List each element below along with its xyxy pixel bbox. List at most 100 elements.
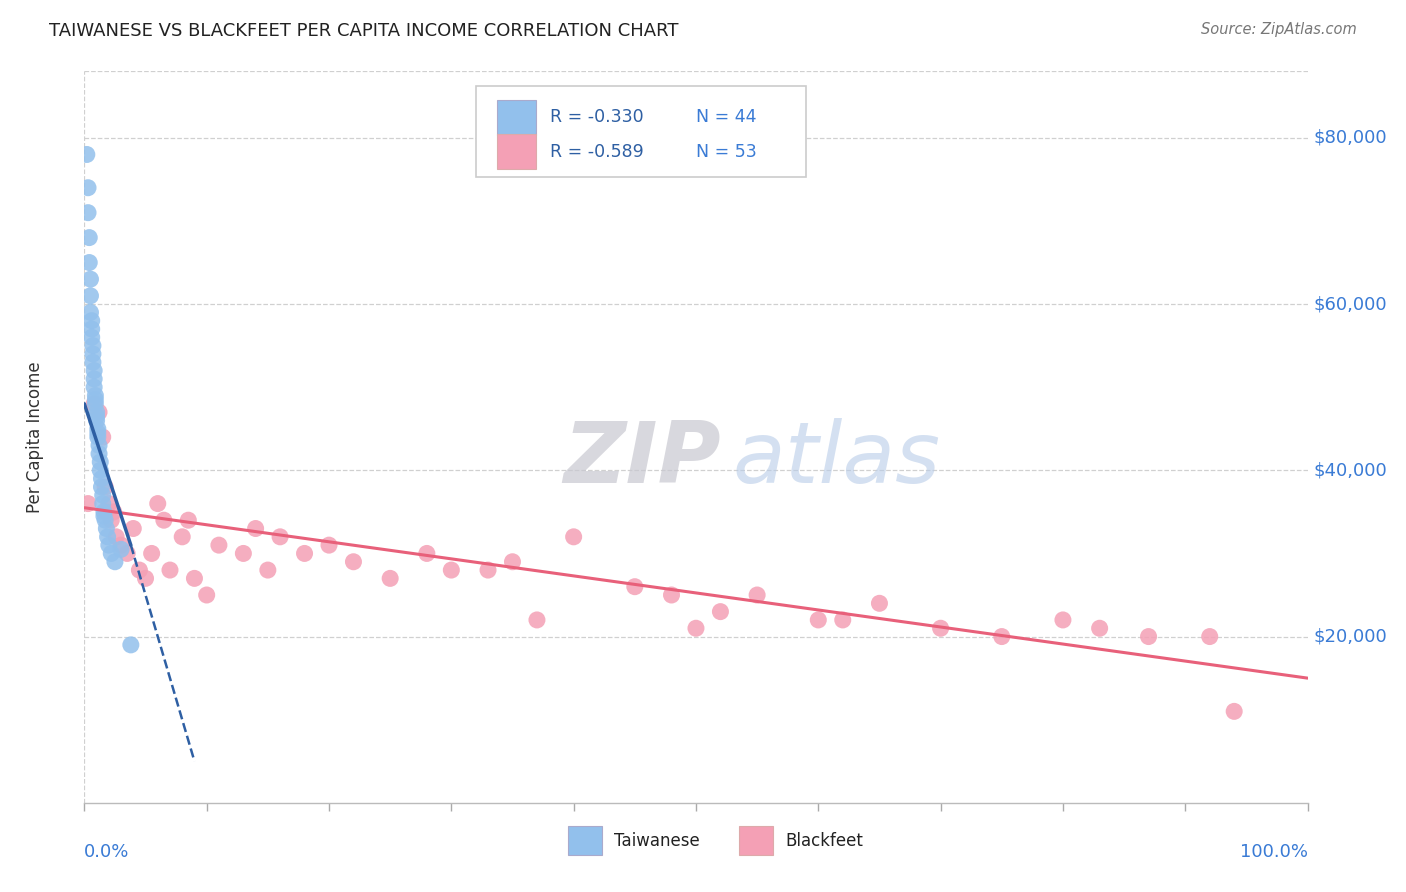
Text: TAIWANESE VS BLACKFEET PER CAPITA INCOME CORRELATION CHART: TAIWANESE VS BLACKFEET PER CAPITA INCOME… [49,22,679,40]
Point [91,488,114,502]
Text: $80,000: $80,000 [1313,128,1388,147]
Point [82,355,104,369]
Point [208,538,231,552]
Point [146,497,169,511]
Point [257,563,280,577]
Point [153,513,176,527]
Point [87,425,110,440]
Point [502,555,524,569]
Point [709,605,731,619]
Point [526,613,548,627]
Point [76,147,98,161]
Point [1088,621,1111,635]
Text: ZIP: ZIP [562,417,720,500]
Point [94,513,117,527]
Point [97,538,120,552]
Point [269,530,291,544]
Point [97,530,120,544]
Point [440,563,463,577]
Point [83,397,105,411]
Point [318,538,340,552]
Point [807,613,830,627]
Point [110,538,132,552]
Text: $60,000: $60,000 [1313,295,1388,313]
Text: Per Capita Income: Per Capita Income [27,361,45,513]
Point [831,613,853,627]
Text: $20,000: $20,000 [1313,628,1388,646]
Point [89,463,111,477]
Point [177,513,200,527]
Point [90,472,112,486]
Point [91,430,114,444]
Point [83,380,105,394]
Bar [738,826,773,855]
Point [100,513,122,527]
Point [87,430,110,444]
Point [86,405,108,419]
Point [122,521,145,535]
Point [97,497,120,511]
Point [100,546,122,560]
Point [87,405,110,419]
Text: N = 44: N = 44 [696,109,756,127]
Point [477,563,499,577]
Point [80,322,103,336]
Point [77,255,100,269]
Point [747,588,769,602]
Point [79,272,101,286]
Point [90,480,112,494]
Point [84,392,107,407]
Point [195,588,218,602]
Point [87,422,110,436]
Point [380,571,402,585]
Point [110,542,132,557]
Point [991,630,1014,644]
Point [82,338,104,352]
Point [83,363,105,377]
Point [245,521,267,535]
Point [84,397,107,411]
Text: 100.0%: 100.0% [1240,843,1308,861]
Point [77,205,100,219]
Bar [496,100,536,135]
Text: Taiwanese: Taiwanese [614,832,700,850]
Text: 0.0%: 0.0% [84,843,129,861]
Point [172,530,194,544]
Point [86,413,108,427]
Point [93,505,115,519]
Point [94,480,117,494]
Point [93,509,115,524]
Point [416,546,439,560]
Point [232,546,254,560]
Point [141,546,163,560]
FancyBboxPatch shape [475,86,806,178]
Point [87,438,110,452]
Point [77,180,100,194]
Point [105,530,128,544]
Point [929,621,952,635]
Point [869,596,891,610]
Point [685,621,707,635]
Text: Source: ZipAtlas.com: Source: ZipAtlas.com [1201,22,1357,37]
Point [80,314,103,328]
Point [79,289,101,303]
Text: R = -0.589: R = -0.589 [550,143,644,161]
Point [120,638,142,652]
Text: $40,000: $40,000 [1313,461,1388,479]
Point [1052,613,1074,627]
Point [342,555,364,569]
Point [103,505,125,519]
Point [128,563,150,577]
Point [77,497,100,511]
Point [87,447,110,461]
Point [104,555,127,569]
Point [77,230,100,244]
Text: N = 53: N = 53 [696,143,756,161]
Point [159,563,181,577]
Point [91,497,114,511]
Point [1198,630,1220,644]
Bar [496,135,536,169]
Bar [568,826,602,855]
Point [1223,705,1246,719]
Point [135,571,157,585]
